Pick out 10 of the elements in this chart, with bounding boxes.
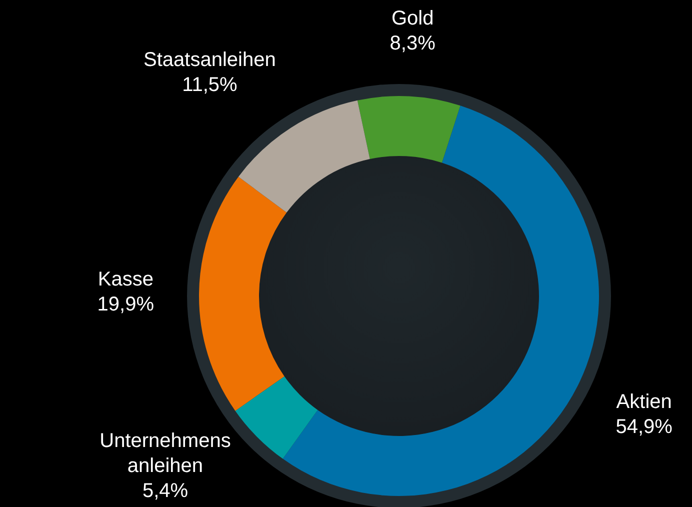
- slice-label: Unternehmens anleihen: [100, 430, 231, 478]
- slice-label: Kasse: [98, 268, 154, 290]
- data-label: 5,4%: [142, 480, 188, 502]
- slice-label: Aktien: [616, 391, 672, 414]
- data-label: 19,9%: [97, 293, 154, 316]
- slice-label: Staatsanleihen: [144, 49, 276, 72]
- slice-label: Gold: [391, 7, 434, 30]
- data-label: 11,5%: [182, 74, 238, 96]
- data-label: 54,9%: [616, 416, 673, 438]
- data-label: 8,3%: [390, 32, 436, 54]
